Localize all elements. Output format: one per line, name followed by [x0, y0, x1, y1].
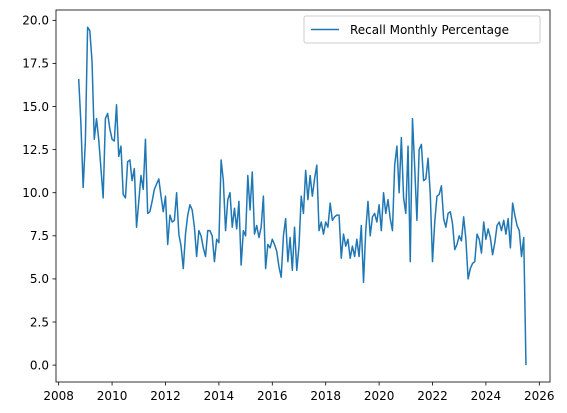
x-tick-label: 2022	[417, 389, 448, 403]
y-axis-ticks: 0.0 2.5 5.0 7.5 10.0 12.5 15.0 17.5 20.0	[22, 14, 56, 372]
legend-box	[303, 15, 541, 44]
axes-layer	[55, 9, 551, 383]
x-tick-label: 2010	[97, 389, 128, 403]
y-tick-label: 7.5	[30, 229, 49, 243]
x-tick-label: 2012	[150, 389, 181, 403]
y-tick-label: 15.0	[22, 100, 49, 114]
y-tick-label: 20.0	[22, 14, 49, 28]
chart-legend: Recall Monthly Percentage	[303, 15, 541, 44]
legend-series-label: Recall Monthly Percentage	[350, 23, 509, 37]
plot-area-frame	[55, 9, 551, 383]
x-tick-label: 2024	[471, 389, 502, 403]
y-tick-label: 12.5	[22, 143, 49, 157]
y-tick-label: 5.0	[30, 272, 49, 286]
x-axis-ticks: 2008 2010 2012 2014 2016 2018 2020 2022 2024 2026	[43, 382, 555, 403]
y-tick-label: 10.0	[22, 186, 49, 200]
series-line-0	[77, 26, 527, 366]
plot-area-background	[56, 10, 550, 382]
x-tick-label: 2014	[204, 389, 235, 403]
y-tick-label: 0.0	[30, 358, 49, 372]
x-tick-label: 2008	[43, 389, 74, 403]
x-tick-label: 2016	[257, 389, 288, 403]
y-tick-label: 17.5	[22, 57, 49, 71]
x-tick-label: 2018	[310, 389, 341, 403]
x-tick-label: 2026	[524, 389, 555, 403]
series-layer	[77, 26, 527, 366]
y-tick-label: 2.5	[30, 315, 49, 329]
x-tick-label: 2020	[364, 389, 395, 403]
